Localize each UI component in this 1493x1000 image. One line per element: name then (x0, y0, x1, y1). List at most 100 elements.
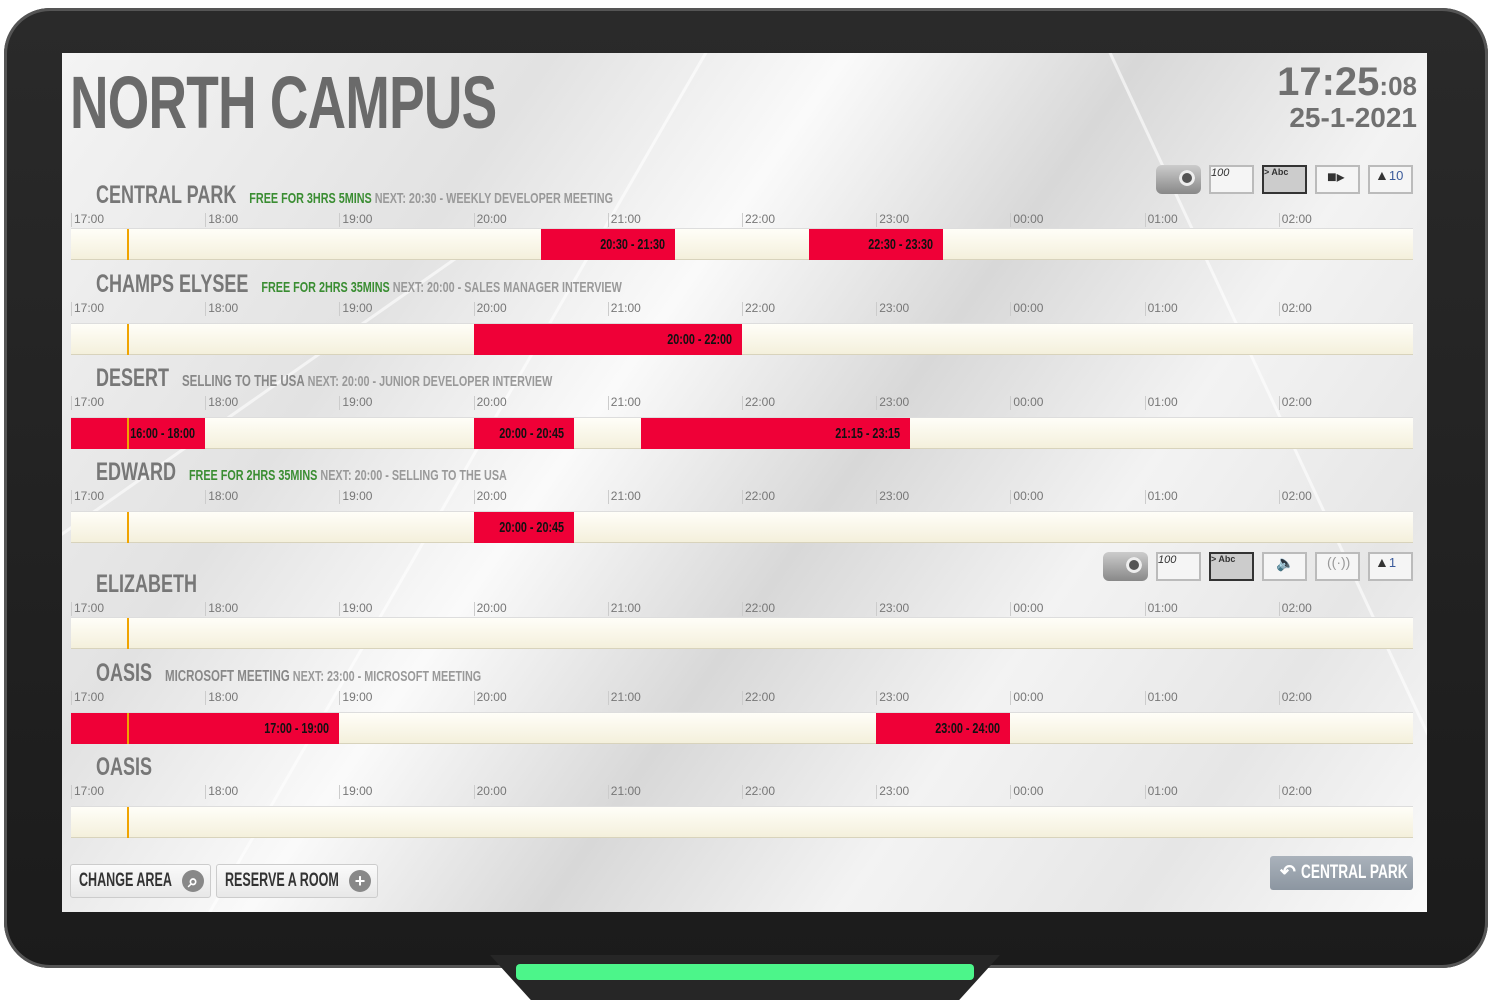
hour-tick: 17:00 (71, 213, 104, 227)
hour-tick: 19:00 (339, 396, 372, 410)
hour-tick: 00:00 (1010, 490, 1043, 504)
booking-block[interactable]: 22:30 - 23:30 (809, 229, 944, 260)
back-arrow-icon: ↶ (1280, 862, 1302, 883)
hour-tick: 23:00 (876, 602, 909, 616)
timeline-bar[interactable] (71, 806, 1413, 838)
current-time-line (126, 229, 129, 260)
timeline-bar[interactable]: 20:00 - 22:00 (71, 323, 1413, 355)
room-status: FREE FOR 2HRS 35MINS NEXT: 20:00 - SELLI… (189, 467, 507, 485)
hour-tick: 22:00 (742, 213, 775, 227)
room-row[interactable]: OASIS MICROSOFT MEETING NEXT: 23:00 - MIC… (71, 652, 1413, 747)
current-time-line (126, 618, 129, 649)
hour-tick: 20:00 (473, 213, 507, 227)
hour-tick: 23:00 (876, 785, 909, 799)
room-name: CHAMPS ELYSEE (96, 270, 249, 298)
room-header: OASIS (96, 752, 165, 782)
back-to-room-button[interactable]: ↶ CENTRAL PARK (1270, 856, 1413, 890)
room-row[interactable]: CENTRAL PARK FREE FOR 3HRS 5MINS NEXT: 20… (71, 165, 1413, 263)
hour-tick: 00:00 (1010, 785, 1043, 799)
hour-tick: 20:00 (473, 396, 507, 410)
free-duration: FREE FOR 3HRS 5MINS (249, 190, 372, 207)
hour-tick: 18:00 (205, 691, 238, 705)
hour-tick: 20:00 (473, 490, 507, 504)
hour-tick: 02:00 (1278, 691, 1312, 705)
hour-tick: 02:00 (1278, 396, 1312, 410)
change-area-button[interactable]: CHANGE AREA ⌕ (70, 864, 211, 898)
room-row[interactable]: OASIS 17:00 18:00 19:00 20:00 21:00 22:00 23:00… (71, 746, 1413, 841)
hour-tick: 01:00 (1144, 691, 1178, 705)
hour-tick: 21:00 (607, 785, 641, 799)
booking-label: 23:00 - 24:00 (935, 720, 1001, 737)
plus-icon: + (349, 870, 371, 892)
hour-tick: 21:00 (607, 213, 641, 227)
change-area-label: CHANGE AREA (79, 870, 172, 891)
hour-tick: 17:00 (71, 396, 104, 410)
hour-tick: 02:00 (1278, 490, 1312, 504)
booking-block[interactable]: 23:00 - 24:00 (876, 713, 1011, 744)
hour-tick: 21:00 (607, 396, 641, 410)
booking-block[interactable]: 20:00 - 20:45 (473, 512, 575, 543)
hour-tick: 22:00 (742, 785, 775, 799)
hour-tick: 21:00 (607, 602, 641, 616)
current-time-line (126, 324, 129, 355)
hour-tick: 00:00 (1010, 302, 1043, 316)
next-meeting: NEXT: 20:00 - SELLING TO THE USA (320, 467, 507, 484)
hour-tick: 22:00 (742, 396, 775, 410)
timeline-bar[interactable]: 17:00 - 19:00 23:00 - 24:00 (71, 712, 1413, 744)
hour-tick: 18:00 (205, 302, 238, 316)
hour-tick: 17:00 (71, 785, 104, 799)
hour-tick: 20:00 (473, 302, 507, 316)
hour-tick: 19:00 (339, 213, 372, 227)
whiteboard-icon: 100 (1156, 552, 1201, 581)
room-row[interactable]: CHAMPS ELYSEE FREE FOR 2HRS 35MINS NEXT: … (71, 263, 1413, 358)
hour-tick: 18:00 (205, 396, 238, 410)
hour-tick: 23:00 (876, 302, 909, 316)
status-led (516, 964, 974, 980)
hour-tick: 22:00 (742, 302, 775, 316)
booking-block[interactable]: 20:00 - 22:00 (473, 324, 742, 355)
hour-tick: 01:00 (1144, 602, 1178, 616)
hour-tick: 18:00 (205, 602, 238, 616)
hour-tick: 00:00 (1010, 396, 1043, 410)
timeline-bar[interactable]: 16:00 - 18:00 20:00 - 20:45 21:15 - 23:15 (71, 417, 1413, 449)
timeline-bar[interactable] (71, 617, 1413, 649)
display-icon: > Abc (1262, 165, 1307, 194)
booking-block[interactable]: 20:00 - 20:45 (473, 418, 575, 449)
page-title: NORTH CAMPUS (70, 61, 497, 144)
free-duration: FREE FOR 2HRS 35MINS (261, 279, 390, 296)
hour-tick: 19:00 (339, 602, 372, 616)
room-status: SELLING TO THE USA NEXT: 20:00 - JUNIOR … (182, 373, 552, 391)
hour-tick: 01:00 (1144, 213, 1178, 227)
room-header: CHAMPS ELYSEE FREE FOR 2HRS 35MINS NEXT: … (96, 269, 622, 299)
capacity-icon: ▲10 (1368, 165, 1413, 194)
booking-block[interactable]: 17:00 - 19:00 (71, 713, 340, 744)
hour-tick: 19:00 (339, 785, 372, 799)
room-row[interactable]: EDWARD FREE FOR 2HRS 35MINS NEXT: 20:00 -… (71, 451, 1413, 546)
hour-tick: 01:00 (1144, 396, 1178, 410)
hour-tick: 23:00 (876, 490, 909, 504)
booking-block[interactable]: 16:00 - 18:00 (71, 418, 206, 449)
room-row[interactable]: ELIZABETH 100 > Abc 🔈 ((·)) ▲1 17:00 18:00 19:00… (71, 552, 1413, 652)
booking-block[interactable]: 20:30 - 21:30 (540, 229, 675, 260)
hour-tick: 21:00 (607, 302, 641, 316)
hour-tick: 23:00 (876, 691, 909, 705)
next-meeting: NEXT: 23:00 - MICROSOFT MEETING (292, 668, 482, 685)
clock: 17:25:08 25-1-2021 (1277, 61, 1417, 133)
timeline-bar[interactable]: 20:00 - 20:45 (71, 511, 1413, 543)
speaker-icon: 🔈 (1262, 552, 1307, 581)
reserve-room-button[interactable]: RESERVE A ROOM + (216, 864, 378, 898)
capacity-icon: ▲1 (1368, 552, 1413, 581)
room-status: MICROSOFT MEETING NEXT: 23:00 - MICROSOF… (165, 668, 481, 686)
room-header: DESERT SELLING TO THE USA NEXT: 20:00 - J… (96, 363, 552, 393)
booking-label: 22:30 - 23:30 (868, 236, 934, 253)
hour-tick: 22:00 (742, 490, 775, 504)
booking-block[interactable]: 21:15 - 23:15 (641, 418, 910, 449)
back-label: CENTRAL PARK (1301, 862, 1408, 883)
next-meeting: NEXT: 20:30 - WEEKLY DEVELOPER MEETING (374, 190, 613, 207)
room-name: OASIS (96, 659, 153, 687)
current-meeting: SELLING TO THE USA (181, 373, 305, 390)
room-row[interactable]: DESERT SELLING TO THE USA NEXT: 20:00 - J… (71, 357, 1413, 452)
timeline-bar[interactable]: 20:30 - 21:30 22:30 - 23:30 (71, 228, 1413, 260)
booking-label: 20:30 - 21:30 (600, 236, 665, 253)
hour-tick: 20:00 (473, 691, 507, 705)
